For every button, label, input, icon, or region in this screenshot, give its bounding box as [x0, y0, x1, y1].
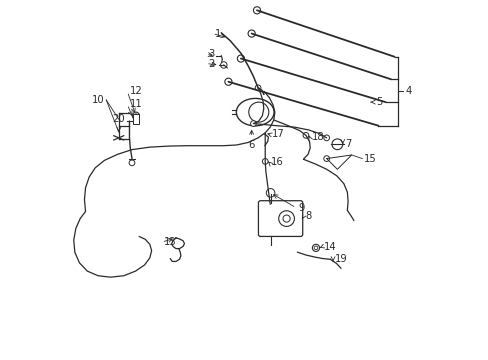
- Text: 17: 17: [271, 129, 284, 139]
- Circle shape: [283, 215, 289, 222]
- Circle shape: [129, 160, 135, 166]
- Circle shape: [134, 114, 138, 117]
- Circle shape: [237, 55, 244, 62]
- Text: 7: 7: [344, 139, 350, 149]
- Text: 16: 16: [270, 157, 283, 167]
- Text: 20: 20: [112, 114, 125, 124]
- Circle shape: [323, 156, 329, 161]
- Circle shape: [132, 112, 139, 119]
- Text: 10: 10: [92, 95, 104, 105]
- Text: 13: 13: [163, 237, 176, 247]
- Text: 4: 4: [405, 86, 411, 96]
- Circle shape: [266, 189, 274, 197]
- Circle shape: [220, 62, 226, 68]
- FancyBboxPatch shape: [258, 201, 302, 237]
- Text: 14: 14: [323, 242, 335, 252]
- Text: 9: 9: [298, 203, 304, 213]
- Circle shape: [255, 85, 261, 91]
- Text: 2: 2: [207, 59, 214, 68]
- Text: 11: 11: [129, 99, 142, 109]
- Circle shape: [278, 211, 294, 226]
- Text: 3: 3: [207, 49, 214, 59]
- Text: 8: 8: [305, 211, 311, 221]
- Circle shape: [224, 78, 231, 85]
- Text: 12: 12: [129, 86, 142, 96]
- Text: 18: 18: [311, 132, 324, 142]
- Text: 5: 5: [375, 97, 382, 107]
- Circle shape: [247, 30, 255, 37]
- Circle shape: [253, 7, 260, 14]
- Circle shape: [262, 158, 267, 164]
- Circle shape: [250, 121, 256, 126]
- Text: 15: 15: [364, 154, 376, 163]
- Circle shape: [323, 135, 329, 141]
- Circle shape: [313, 246, 317, 249]
- Bar: [133, 114, 139, 123]
- Circle shape: [248, 102, 268, 122]
- Circle shape: [303, 132, 308, 138]
- Text: 6: 6: [248, 140, 254, 150]
- Ellipse shape: [236, 98, 273, 126]
- Text: 19: 19: [335, 253, 347, 264]
- Circle shape: [312, 244, 319, 251]
- Text: 1: 1: [214, 28, 221, 39]
- Circle shape: [331, 139, 342, 150]
